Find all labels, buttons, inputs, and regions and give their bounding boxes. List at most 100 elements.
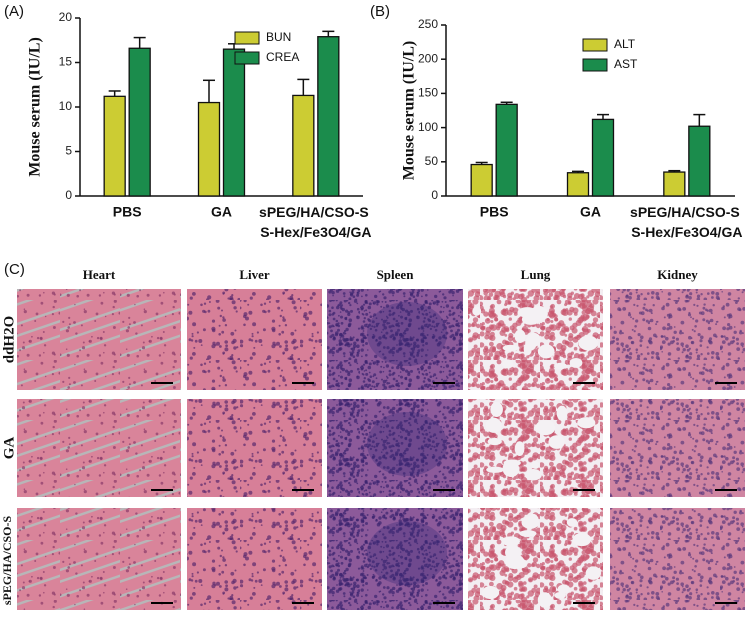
y-tick-label: 15: [59, 55, 73, 69]
bar: [197, 101, 221, 197]
x-tick-label: PBS: [113, 204, 142, 220]
alveolus: [523, 343, 532, 356]
follicle: [367, 521, 447, 585]
alveolus: [554, 591, 566, 599]
bar: [317, 36, 340, 197]
column-header: Lung: [521, 267, 551, 282]
alveolus: [557, 584, 570, 594]
histology-image: [17, 508, 181, 610]
y-tick-label: 0: [431, 188, 438, 202]
legend-swatch: [582, 58, 608, 72]
alveolus: [502, 344, 519, 352]
error-bar: [297, 78, 310, 96]
bar: [103, 95, 126, 197]
y-tick-label: 250: [418, 17, 438, 31]
legend-swatch: [234, 31, 260, 45]
bar: [470, 163, 493, 197]
error-bar: [572, 170, 584, 173]
histology-image: [327, 508, 463, 610]
alveolus: [519, 530, 537, 537]
y-axis-title: Mouse serum (IU/L): [27, 37, 44, 177]
column-header: Heart: [83, 267, 116, 282]
panel-label: (A): [4, 3, 24, 20]
error-bar: [597, 113, 609, 120]
alveolus: [485, 417, 502, 433]
legend-label: AST: [614, 57, 638, 71]
alveolus: [535, 419, 556, 436]
legend-label: CREA: [266, 50, 299, 64]
alveolus: [472, 306, 482, 316]
alveolus: [486, 466, 504, 473]
y-tick-label: 0: [65, 188, 72, 202]
histology-image: [187, 289, 322, 390]
alveolus: [502, 461, 515, 475]
alveolus: [514, 329, 526, 343]
alveolus: [490, 401, 503, 417]
histology-image: [327, 399, 463, 497]
alveolus: [537, 344, 555, 359]
alveolus: [505, 545, 521, 560]
histology-image: [610, 508, 745, 610]
error-bar: [668, 169, 681, 173]
panel-label: (C): [4, 261, 25, 278]
y-tick-label: 150: [418, 86, 438, 100]
bar: [566, 172, 590, 197]
legend-swatch: [234, 51, 260, 65]
y-tick-label: 200: [418, 51, 438, 65]
x-tick-label: sPEG/HA/CSO-S S-Hex/Fe3O4/GA: [259, 204, 373, 240]
bar: [222, 48, 246, 197]
alveolus: [548, 435, 565, 449]
panel-label: (B): [370, 3, 390, 20]
y-axis-title: Mouse serum (IU/L): [401, 41, 418, 181]
bar: [292, 94, 315, 197]
error-bar: [203, 79, 215, 103]
histology-image: [17, 289, 181, 390]
histology-image: [187, 508, 322, 610]
alveolus: [566, 518, 578, 527]
alveolus: [514, 441, 525, 457]
y-tick-label: 50: [425, 154, 439, 168]
y-tick-label: 100: [418, 120, 438, 134]
legend-swatch: [582, 38, 608, 52]
alveolus: [502, 359, 514, 369]
histology-image: [610, 289, 745, 390]
alveolus: [585, 566, 601, 580]
legend-label: BUN: [266, 30, 291, 44]
alveolus: [521, 516, 540, 529]
error-bar: [500, 101, 513, 105]
bar: [591, 118, 615, 197]
error-bar: [475, 161, 488, 165]
alveolus: [501, 536, 520, 546]
alveolus: [524, 469, 542, 481]
follicle: [367, 412, 447, 476]
alveolus: [578, 335, 599, 351]
legend-label: ALT: [614, 37, 636, 51]
y-tick-label: 10: [59, 99, 73, 113]
histology-image: [17, 399, 181, 497]
x-tick-label: PBS: [480, 204, 509, 220]
bar: [495, 103, 518, 197]
alveolus: [487, 437, 502, 446]
error-bar: [108, 90, 121, 97]
y-tick-label: 20: [59, 10, 73, 24]
histology-image: [327, 289, 463, 390]
column-header: Spleen: [377, 267, 415, 282]
x-tick-label: GA: [580, 204, 601, 220]
error-bar: [228, 43, 240, 50]
alveolus: [569, 357, 583, 368]
alveolus: [521, 313, 540, 325]
histology-image: [468, 399, 603, 497]
error-bar: [693, 113, 706, 127]
follicle: [367, 302, 447, 366]
x-tick-label: GA: [211, 204, 232, 220]
alveolus: [577, 417, 596, 429]
error-bar: [322, 30, 335, 37]
bar: [688, 125, 711, 197]
row-header: ddH2O: [1, 316, 17, 364]
alveolus: [537, 592, 552, 608]
error-bar: [133, 36, 146, 49]
alveolus: [556, 405, 568, 421]
alveolus: [481, 585, 500, 600]
row-header: GA: [1, 437, 17, 460]
